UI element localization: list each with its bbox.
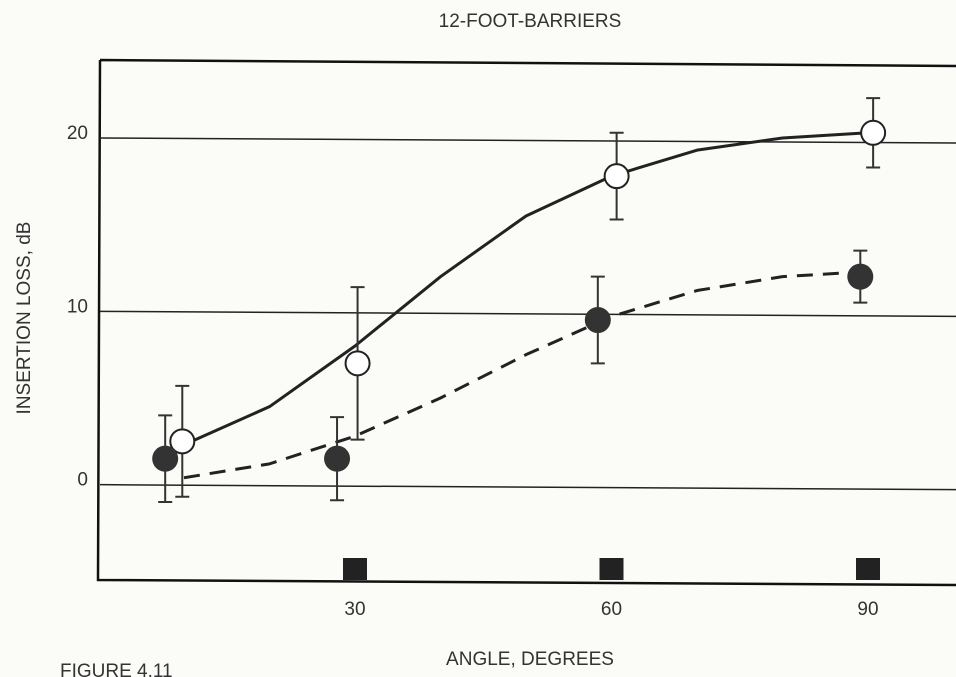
data-point	[603, 163, 630, 190]
data-point	[847, 263, 874, 290]
y-tick-label: 20	[67, 123, 88, 144]
data-point	[152, 445, 179, 472]
y-axis-label: INSERTION LOSS, dB	[14, 222, 35, 415]
fit-curve	[183, 131, 869, 447]
data-point	[344, 350, 371, 377]
chart-title: 12-FOOT-BARRIERS	[439, 11, 622, 32]
data-point	[324, 445, 351, 472]
fit-curve	[183, 269, 869, 480]
plot-frame	[96, 58, 956, 587]
grid-line	[99, 137, 956, 144]
y-tick-label: 10	[67, 296, 88, 317]
data-point	[860, 119, 887, 146]
grid-line	[99, 310, 956, 318]
x-tick-label: 90	[857, 599, 878, 620]
x-tick-label: 30	[344, 599, 365, 620]
x-tick-mark	[856, 558, 880, 580]
x-tick-label: 60	[601, 599, 622, 620]
x-tick-mark	[599, 558, 624, 580]
data-point	[169, 428, 196, 455]
grid-line	[99, 483, 956, 491]
x-tick-mark	[343, 558, 367, 580]
figure-caption: FIGURE 4.11	[60, 661, 173, 677]
y-tick-label: 0	[77, 470, 88, 491]
data-point	[584, 307, 611, 333]
x-axis-label: ANGLE, DEGREES	[446, 649, 614, 670]
